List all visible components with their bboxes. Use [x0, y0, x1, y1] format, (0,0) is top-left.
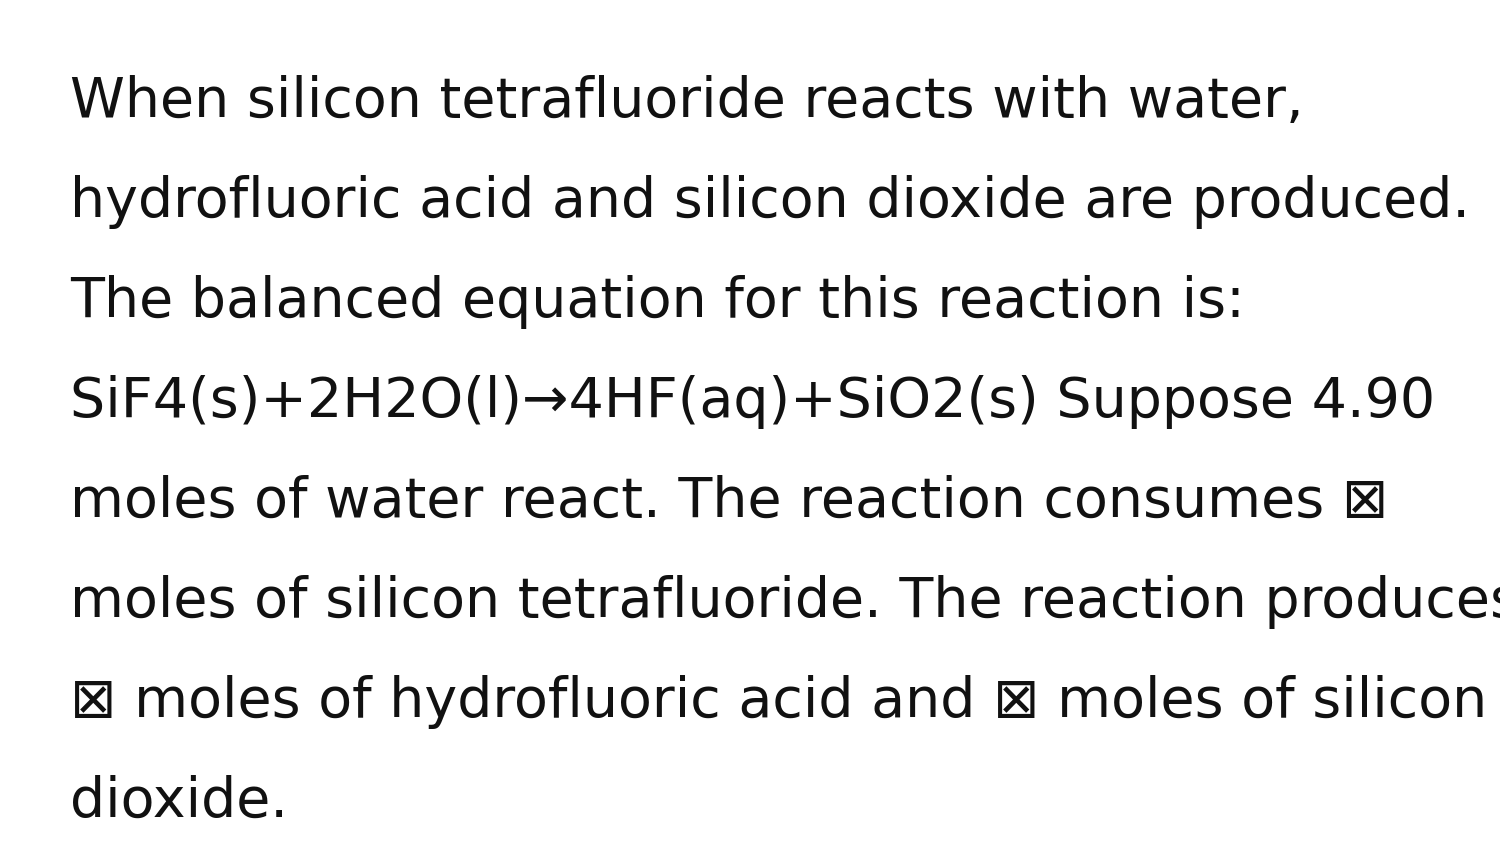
Text: moles of silicon tetrafluoride. The reaction produces: moles of silicon tetrafluoride. The reac… — [70, 575, 1500, 629]
Text: The balanced equation for this reaction is:: The balanced equation for this reaction … — [70, 275, 1245, 329]
Text: hydrofluoric acid and silicon dioxide are produced.: hydrofluoric acid and silicon dioxide ar… — [70, 175, 1470, 229]
Text: moles of water react. The reaction consumes ⊠: moles of water react. The reaction consu… — [70, 475, 1389, 529]
Text: dioxide.: dioxide. — [70, 775, 288, 829]
Text: SiF4(s)+2H2O(l)→4HF(aq)+SiO2(s) Suppose 4.90: SiF4(s)+2H2O(l)→4HF(aq)+SiO2(s) Suppose … — [70, 375, 1435, 429]
Text: ⊠ moles of hydrofluoric acid and ⊠ moles of silicon: ⊠ moles of hydrofluoric acid and ⊠ moles… — [70, 675, 1486, 729]
Text: When silicon tetrafluoride reacts with water,: When silicon tetrafluoride reacts with w… — [70, 75, 1304, 129]
